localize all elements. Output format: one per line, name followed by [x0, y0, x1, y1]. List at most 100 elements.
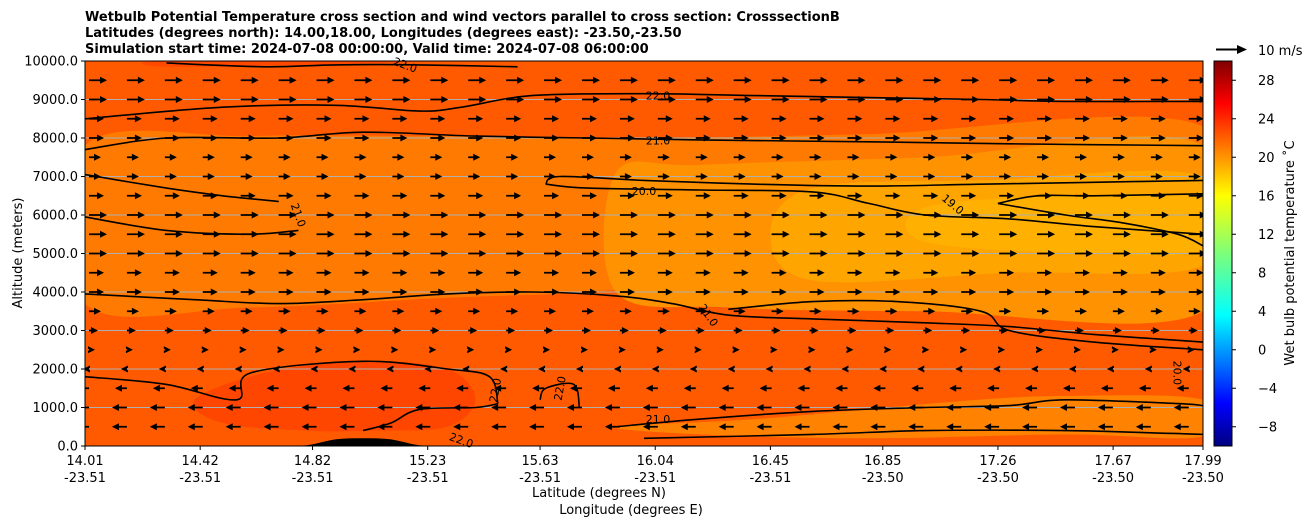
wind-vector-17-15.49: [491, 404, 507, 411]
wind-vector-10-14.01: [89, 269, 104, 277]
wind-vector-5-17.66: [1112, 173, 1125, 180]
wind-vector-15-14.82: [310, 365, 318, 373]
wind-vector-9-17.39: [1037, 250, 1056, 257]
wind-vector-11-14.41: [202, 288, 218, 296]
wind-vector-12-14.41: [202, 307, 215, 315]
wind-vector-18-16.44: [756, 423, 772, 431]
contour-line-20-10: [728, 299, 1203, 351]
wind-vector-7-15.76: [581, 211, 600, 219]
wind-vector-8-17.66: [1112, 230, 1131, 238]
wind-vector-8-17.25: [999, 230, 1018, 238]
wind-vector-4-14.01: [89, 153, 101, 161]
y-tick-label-3000: 3000.0: [33, 324, 79, 339]
y-tick-label-4000: 4000.0: [33, 286, 79, 301]
x-tick-label-lon-16.85: -23.50: [862, 471, 904, 486]
x-tick-label-lon-14.01: -23.51: [64, 471, 106, 486]
wind-vector-4-15.49: [506, 153, 519, 161]
wind-vector-0-15.09: [392, 76, 411, 84]
wind-vector-0-14.01: [89, 76, 107, 84]
wind-vector-5-14.55: [240, 173, 253, 180]
wind-vector-2-17.79: [1150, 115, 1166, 123]
wind-vector-2-17.93: [1188, 115, 1203, 123]
wind-vector-5-14.95: [354, 173, 367, 180]
wind-vector-18-17.12: [946, 423, 962, 431]
wind-vector-0-15.22: [430, 76, 449, 84]
wind-vector-13-17.52: [1074, 327, 1084, 334]
wind-vector-15-16.98: [917, 365, 925, 373]
wind-vector-18-14.82: [301, 423, 317, 431]
wind-vector-4-16.44: [771, 153, 784, 161]
wind-vector-0-16.98: [923, 76, 942, 84]
wind-vector-12-14.95: [354, 307, 367, 315]
wind-vector-11-15.09: [392, 288, 408, 296]
wind-vector-2-15.90: [619, 115, 635, 123]
terrain-mountain: [292, 438, 434, 446]
x-tick-label-lat-15.23: 15.23: [409, 454, 446, 469]
wind-vector-5-16.03: [657, 173, 670, 180]
wind-vector-11-14.01: [89, 288, 104, 296]
wind-vector-8-15.22: [430, 230, 449, 238]
wind-vector-12-17.25: [999, 307, 1012, 315]
wind-vector-2-14.01: [89, 115, 104, 123]
wind-vector-1-14.55: [240, 96, 259, 103]
wind-vector-0-15.90: [619, 76, 638, 84]
colorbar-tick-label-20: 20: [1258, 151, 1275, 166]
wind-vector-16-15.90: [607, 384, 620, 392]
wind-vector-10-14.28: [164, 269, 180, 277]
wind-vector-13-15.63: [544, 327, 554, 334]
wind-vector-14-14.01: [88, 346, 95, 354]
chart-title-line-1: Wetbulb Potential Temperature cross sect…: [85, 10, 840, 25]
wind-vector-6-15.22: [430, 192, 446, 200]
wind-vector-8-16.44: [771, 230, 790, 238]
wind-vector-3-17.66: [1112, 134, 1128, 142]
wind-vector-11-16.30: [733, 288, 749, 296]
wind-vector-10-14.14: [126, 269, 142, 277]
wind-vector-0-17.93: [1188, 76, 1203, 84]
wind-vector-1-15.76: [581, 96, 600, 103]
wind-vector-16-17.12: [949, 384, 962, 392]
contour-line-22-1: [166, 62, 518, 68]
wind-vector-1-15.22: [430, 96, 449, 103]
wind-vector-13-15.49: [506, 327, 516, 334]
wind-vector-7-16.17: [695, 211, 714, 219]
wind-vector-2-16.17: [695, 115, 711, 123]
wind-vector-3-15.76: [581, 134, 597, 142]
wind-vector-8-17.79: [1150, 230, 1169, 238]
wind-vector-18-15.90: [604, 423, 620, 431]
wind-vector-16-16.30: [721, 384, 734, 392]
wind-vector-1-16.98: [923, 96, 942, 103]
wind-vector-4-16.03: [657, 153, 670, 161]
wind-vector-9-15.36: [468, 250, 487, 257]
wind-vector-14-14.68: [277, 346, 285, 354]
wind-vector-16-16.85: [873, 384, 886, 392]
wind-vector-10-16.85: [885, 269, 901, 277]
wind-vector-8-14.41: [202, 230, 221, 238]
wind-vector-6-14.28: [164, 192, 180, 200]
wind-vector-4-14.41: [202, 153, 215, 161]
wind-vector-15-15.63: [538, 365, 546, 373]
wind-vector-1-17.93: [1188, 96, 1203, 103]
wind-vector-6-17.39: [1037, 192, 1053, 200]
wind-vector-11-14.14: [126, 288, 142, 296]
wind-vector-17-15.63: [529, 404, 545, 411]
wind-vector-6-14.68: [278, 192, 294, 200]
wind-vector-3-16.85: [885, 134, 901, 142]
wind-vector-11-16.17: [695, 288, 711, 296]
wind-vector-18-16.30: [718, 423, 734, 431]
wind-vector-2-16.98: [923, 115, 939, 123]
wind-vector-14-15.63: [543, 346, 551, 354]
wind-vector-10-14.82: [316, 269, 332, 277]
wind-vector-15-14.68: [272, 365, 280, 373]
wind-vector-3-14.55: [240, 134, 256, 142]
wind-vector-12-16.98: [923, 307, 936, 315]
wind-vector-12-16.03: [657, 307, 670, 315]
quiver-key-arrow-head: [1237, 45, 1247, 54]
wind-vector-15-15.36: [462, 365, 470, 373]
wind-vector-2-15.09: [392, 115, 408, 123]
x-axis: 14.01 -23.51 14.42 -23.51 14.82 -23.51 15.23 -2…: [64, 446, 1224, 486]
wind-vector-11-15.90: [619, 288, 635, 296]
wind-vector-7-15.09: [392, 211, 411, 219]
wind-vector-14-17.52: [1073, 346, 1081, 354]
wind-vector-11-15.63: [544, 288, 560, 296]
wind-vector-2-14.82: [316, 115, 332, 123]
